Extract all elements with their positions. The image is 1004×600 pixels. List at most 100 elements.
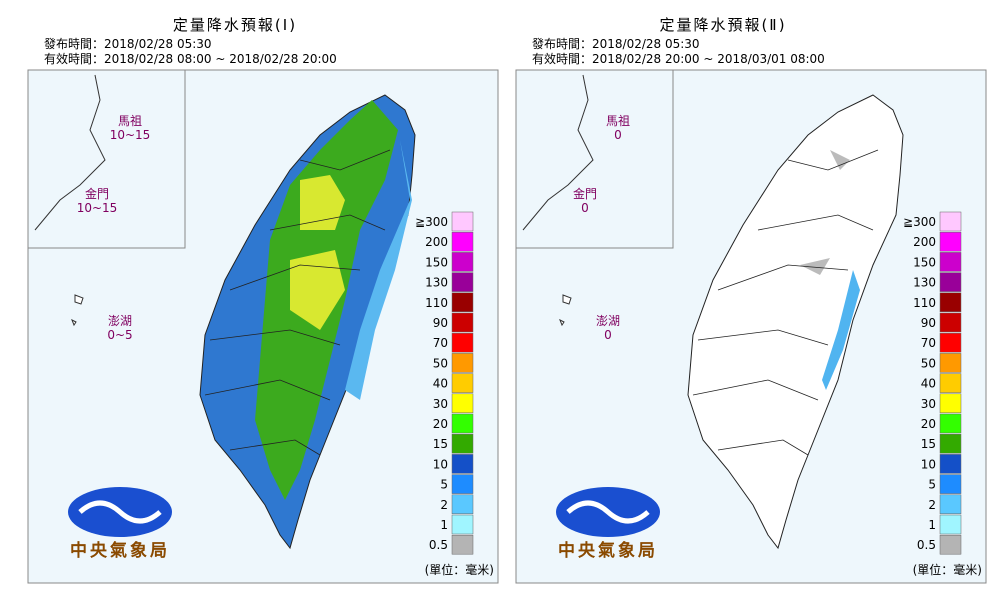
- legend-label: 130: [425, 276, 448, 290]
- legend-swatch: [939, 252, 962, 272]
- rain-area: [290, 175, 345, 330]
- legend-label: 110: [913, 296, 936, 310]
- legend-label: 110: [425, 296, 448, 310]
- logo-text: 中央氣象局: [70, 540, 170, 561]
- legend-label: 150: [913, 255, 936, 269]
- legend-swatch: [939, 474, 962, 494]
- legend-label: 5: [440, 478, 448, 492]
- legend-swatch: [451, 272, 474, 292]
- legend-label: 0.5: [917, 538, 936, 552]
- panel: 定量降水預報(Ⅱ) 發布時間：2018/02/28 05:30有效時間：2018/…: [515, 16, 987, 584]
- legend-swatch: [451, 332, 474, 353]
- legend-label: 30: [433, 397, 448, 411]
- legend-swatch: [451, 373, 474, 393]
- legend-label: 2: [928, 498, 936, 512]
- inset-frame: [515, 69, 674, 249]
- legend-label: 1: [440, 518, 448, 532]
- legend-label: 90: [433, 316, 448, 330]
- issued-time: 發布時間：2018/02/28 05:30: [44, 36, 212, 51]
- penghu: [559, 294, 572, 327]
- legend-label: 40: [433, 377, 448, 391]
- island: [687, 94, 904, 550]
- legend-swatch: [939, 292, 962, 313]
- legend-label: 200: [913, 235, 936, 249]
- unit-label: (單位：毫米): [913, 562, 982, 577]
- legend-label: 70: [921, 336, 936, 350]
- legend-label: 0.5: [429, 538, 448, 552]
- island-name: 澎湖: [108, 313, 132, 328]
- island-amount: 0~5: [107, 328, 132, 342]
- legend-label: 10: [433, 457, 448, 471]
- legend-swatch: [451, 292, 474, 313]
- legend-swatch: [939, 494, 962, 515]
- rain-area: [822, 270, 860, 390]
- legend-label: 50: [433, 356, 448, 370]
- unit-label: (單位：毫米): [425, 562, 494, 577]
- legend-swatch: [939, 231, 962, 252]
- panel: 定量降水預報(Ⅰ) 發布時間：2018/02/28 05:30有效時間：2018/…: [27, 16, 499, 584]
- legend-label: 90: [921, 316, 936, 330]
- legend-label: 1: [928, 518, 936, 532]
- island-amount: 0: [604, 328, 612, 342]
- china-coast: [522, 74, 594, 231]
- legend-label: 40: [921, 377, 936, 391]
- legend-swatch: [939, 332, 962, 353]
- island-amount: 10~15: [77, 201, 118, 215]
- legend-label: 5: [928, 478, 936, 492]
- legend-label: 2: [440, 498, 448, 512]
- legend-swatch: [451, 474, 474, 494]
- legend-swatch: [451, 231, 474, 252]
- legend-swatch: [451, 312, 474, 333]
- legend-swatch: [451, 433, 474, 454]
- logo-swirl: [78, 500, 162, 524]
- legend-swatch: [451, 494, 474, 515]
- rain-area: [800, 150, 850, 275]
- legend-label: 30: [921, 397, 936, 411]
- island-name: 澎湖: [596, 313, 620, 328]
- legend-swatch: [451, 393, 474, 414]
- legend-label: 130: [913, 276, 936, 290]
- island-name: 馬祖: [606, 113, 630, 128]
- island-amount: 10~15: [110, 128, 151, 142]
- legend-label: 20: [433, 417, 448, 431]
- legend-swatch: [451, 534, 474, 555]
- legend-swatch: [939, 373, 962, 393]
- county-border: [204, 149, 391, 456]
- legend-swatch: [451, 353, 474, 373]
- china-coast: [34, 74, 106, 231]
- legend-swatch: [939, 211, 962, 232]
- inset-frame: [27, 69, 186, 249]
- legend-label: ≧300: [415, 215, 448, 229]
- legend-swatch: [939, 534, 962, 555]
- legend-swatch: [451, 413, 474, 434]
- island-amount: 0: [581, 201, 589, 215]
- legend-swatch: [939, 393, 962, 414]
- island-name: 金門: [85, 186, 109, 201]
- title: 定量降水預報(Ⅰ): [173, 16, 297, 34]
- legend-swatch: [939, 413, 962, 434]
- logo-swirl: [566, 500, 650, 524]
- rain-area: [345, 140, 412, 400]
- legend-swatch: [451, 211, 474, 232]
- county-border: [692, 149, 879, 456]
- legend-label: 150: [425, 255, 448, 269]
- legend-swatch: [939, 454, 962, 474]
- legend-label: 200: [425, 235, 448, 249]
- legend-label: 10: [921, 457, 936, 471]
- legend-label: 15: [433, 437, 448, 451]
- island-amount: 0: [614, 128, 622, 142]
- legend-label: 70: [433, 336, 448, 350]
- legend-swatch: [939, 353, 962, 373]
- legend-swatch: [939, 433, 962, 454]
- legend-label: ≧300: [903, 215, 936, 229]
- legend-swatch: [451, 252, 474, 272]
- valid-time: 有效時間：2018/02/28 20:00 ~ 2018/03/01 08:00: [532, 51, 825, 66]
- legend-label: 50: [921, 356, 936, 370]
- legend-swatch: [451, 454, 474, 474]
- legend-swatch: [451, 514, 474, 535]
- legend-label: 20: [921, 417, 936, 431]
- legend-swatch: [939, 272, 962, 292]
- legend-swatch: [939, 514, 962, 535]
- title: 定量降水預報(Ⅱ): [659, 16, 786, 34]
